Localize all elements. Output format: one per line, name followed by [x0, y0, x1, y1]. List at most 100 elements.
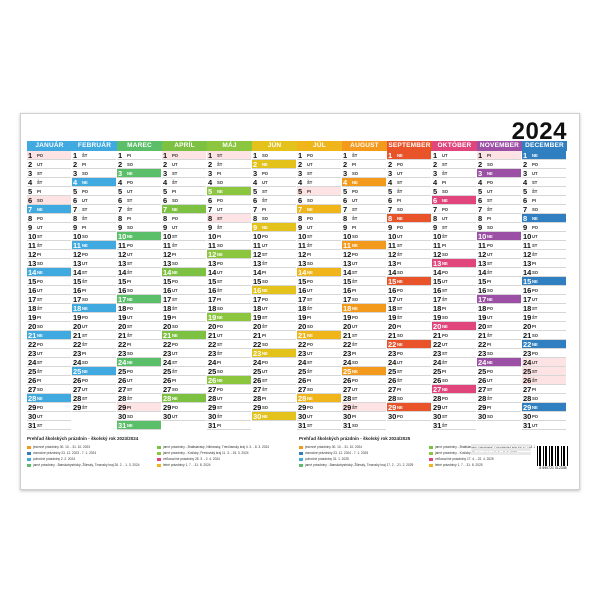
day-cell: 7 NE [297, 205, 341, 214]
day-number: 21 [388, 331, 397, 340]
weekday-label: SO [397, 396, 404, 401]
day-cell: 9 SO [117, 223, 161, 232]
weekday-label: NE [127, 171, 133, 176]
weekday-label: UT [352, 261, 358, 266]
day-number: 1 [118, 151, 123, 160]
day-cell: 2 PO [522, 160, 566, 169]
day-cell: 9 PO [522, 223, 566, 232]
day-cell: 24 UT [387, 358, 431, 367]
day-cell: 2 PO [387, 160, 431, 169]
legend-text: jarné prázdniny - Banskobystrický, Žilin… [33, 463, 140, 467]
weekday-label: SO [352, 297, 359, 302]
day-number: 7 [253, 205, 258, 214]
weekday-label: PI [487, 342, 491, 347]
day-cell: 15 ŠT [342, 277, 386, 286]
weekday-label: NE [352, 180, 358, 185]
day-number: 28 [523, 394, 532, 403]
day-cell: 23 UT [297, 349, 341, 358]
weekday-label: NE [172, 333, 178, 338]
day-cell: 4 UT [252, 178, 296, 187]
day-number: 17 [478, 295, 487, 304]
day-number: 17 [118, 295, 127, 304]
day-cell: 30 PI [342, 412, 386, 421]
day-cell: 29 PO [297, 403, 341, 412]
day-cell: 18 PI [432, 304, 476, 313]
day-cell: 23 SO [117, 349, 161, 358]
weekday-label: UT [397, 234, 403, 239]
day-number: 23 [388, 349, 397, 358]
day-cell: 26 SO [432, 376, 476, 385]
weekday-label: PO [532, 225, 539, 230]
day-number: 26 [523, 376, 532, 385]
day-number: 26 [73, 376, 82, 385]
day-cell: 2 PI [72, 160, 116, 169]
day-cell: 22 PO [27, 340, 71, 349]
day-cell: 26 ŠT [387, 376, 431, 385]
day-cell: 29 SO [252, 403, 296, 412]
weekday-label: ŠT [127, 333, 133, 338]
weekday-label: UT [532, 360, 538, 365]
weekday-label: SO [442, 315, 449, 320]
day-number: 4 [388, 178, 393, 187]
weekday-label: UT [217, 270, 223, 275]
weekday-label: PO [37, 279, 44, 284]
weekday-label: NE [82, 369, 88, 374]
day-cell: 25 UT [252, 367, 296, 376]
day-cell: 2 SO [117, 160, 161, 169]
day-number: 7 [388, 205, 393, 214]
day-cell: 5 PO [342, 187, 386, 196]
weekday-label: ŠT [532, 315, 538, 320]
weekday-label: PI [127, 342, 131, 347]
day-number: 11 [163, 241, 171, 250]
weekday-label: ST [127, 387, 133, 392]
day-number: 21 [433, 331, 442, 340]
day-cell: 12 UT [117, 250, 161, 259]
day-number: 8 [388, 214, 393, 223]
day-cell: 22 PO [162, 340, 206, 349]
day-cell: 4 ST [522, 178, 566, 187]
day-cell: 28 NE [297, 394, 341, 403]
weekday-label: PO [127, 306, 134, 311]
weekday-label: PI [217, 234, 221, 239]
weekday-label: UT [442, 216, 448, 221]
day-cell: 12 PI [162, 250, 206, 259]
day-number: 6 [298, 196, 303, 205]
weekday-label: ST [217, 405, 223, 410]
weekday-label: ST [397, 180, 403, 185]
weekday-label: ST [217, 342, 223, 347]
day-number: 20 [73, 322, 82, 331]
day-cell: 17 UT [522, 295, 566, 304]
weekday-label: ŠT [172, 369, 178, 374]
day-cell: 31 ŠT [432, 421, 476, 430]
day-cell: 18 ST [522, 304, 566, 313]
day-number: 16 [73, 286, 82, 295]
weekday-label: PI [217, 360, 221, 365]
weekday-label: SO [262, 405, 269, 410]
day-number: 13 [73, 259, 82, 268]
day-number: 5 [28, 187, 33, 196]
day-number: 5 [523, 187, 528, 196]
weekday-label: UT [352, 198, 358, 203]
weekday-label: UT [217, 333, 223, 338]
day-number: 2 [523, 160, 528, 169]
day-number: 25 [163, 367, 172, 376]
legend-swatch [157, 445, 161, 449]
day-cell: 22 UT [432, 340, 476, 349]
day-number: 3 [163, 169, 168, 178]
weekday-label: ST [307, 297, 313, 302]
weekday-label: PO [442, 333, 449, 338]
day-cell: 14 UT [207, 268, 251, 277]
day-cell: 11 ŠT [297, 241, 341, 250]
day-number: 17 [388, 295, 397, 304]
day-cell: 5 ST [252, 187, 296, 196]
day-cell: 6 ST [117, 196, 161, 205]
day-cell: 3 UT [387, 169, 431, 178]
weekday-label: ST [127, 324, 133, 329]
day-number: 18 [28, 304, 37, 313]
day-number: 7 [163, 205, 168, 214]
legend-text: veľkonočné prázdniny 17. 4. - 22. 4. 202… [435, 457, 494, 461]
day-number: 23 [343, 349, 352, 358]
weekday-label: NE [307, 207, 313, 212]
weekday-label: PI [352, 351, 356, 356]
legend-text: veľkonočné prázdniny 28. 3. - 2. 4. 2024 [163, 457, 220, 461]
